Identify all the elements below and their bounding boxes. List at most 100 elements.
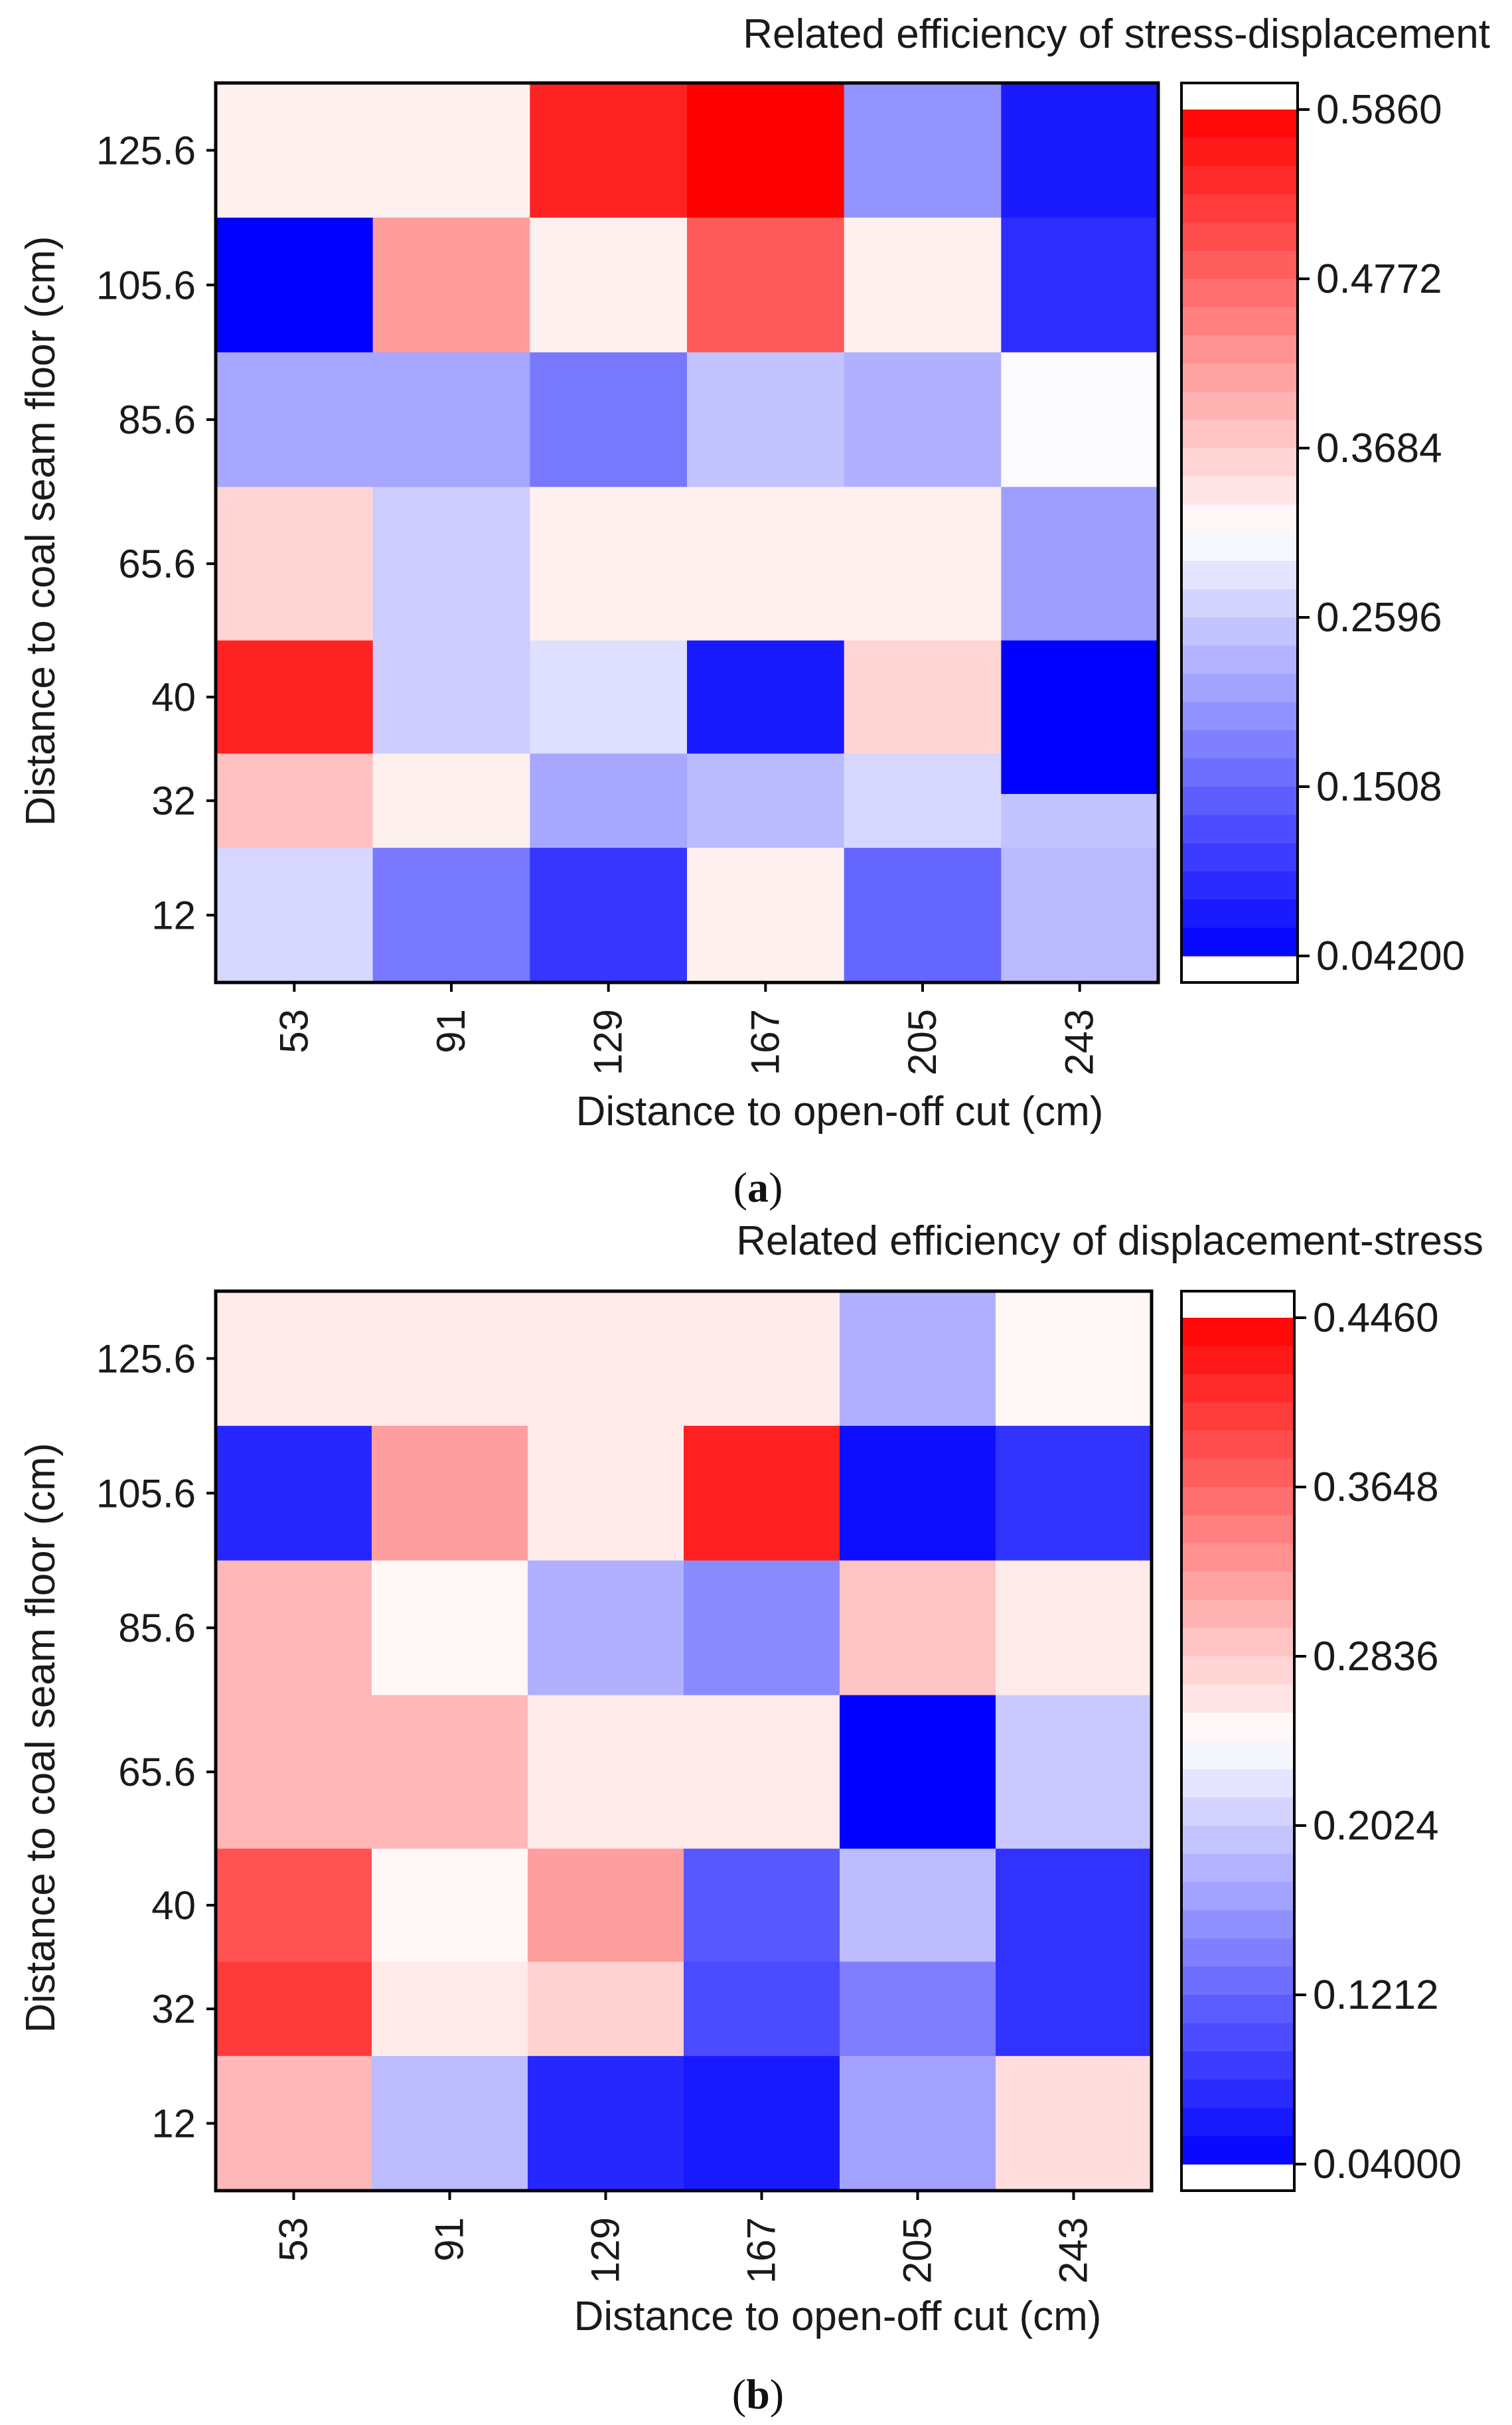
heatmap-cell-b-6-5 [996, 2056, 1152, 2191]
heatmap-cell-a-2-0 [216, 352, 374, 488]
colorbar-swatch [1181, 1995, 1294, 2024]
heatmap-cell-a-0-3 [687, 83, 845, 218]
heatmap-cell-b-0-4 [840, 1291, 996, 1427]
heatmap-cell-b-2-1 [372, 1560, 528, 1696]
heatmap-cell-a-5-3 [687, 753, 845, 795]
colorbar-swatch [1181, 222, 1298, 252]
y-tick-label: 40 [151, 675, 196, 720]
panel-a-x-axis-label: Distance to open-off cut (cm) [576, 1089, 1104, 1134]
heatmap-cell-a-7-0 [216, 848, 374, 983]
heatmap-cell-b-3-3 [684, 1695, 840, 1849]
colorbar-swatch [1181, 1826, 1294, 1855]
panel-a-colorbar: 0.5860 0.4772 0.3684 0.2596 0.1508 0.04200 [1180, 82, 1465, 984]
heatmap-cell-b-2-0 [216, 1560, 372, 1696]
heatmap-cell-a-7-1 [372, 848, 530, 983]
heatmap-cell-b-0-2 [528, 1291, 684, 1427]
heatmap-cell-b-5-5 [996, 1962, 1152, 2057]
panel-b-x-ticks: 53 91 129 167 205 243 [271, 2191, 1096, 2284]
heatmap-cell-b-5-3 [684, 1962, 840, 2057]
heatmap-cell-b-0-1 [372, 1291, 528, 1427]
heatmap-cell-a-3-1 [372, 487, 530, 641]
colorbar-swatch [1181, 674, 1298, 703]
heatmap-cell-b-0-3 [684, 1291, 840, 1427]
colorbar-swatch [1181, 363, 1298, 392]
colorbar-swatch [1181, 1910, 1294, 1939]
colorbar-tick-label: 0.1212 [1313, 1972, 1439, 2018]
colorbar-swatch [1181, 2108, 1294, 2137]
heatmap-cell-a-2-5 [1001, 352, 1159, 488]
colorbar-swatch [1181, 1628, 1294, 1657]
colorbar-frame [1180, 1290, 1296, 2192]
heatmap-cell-a-1-5 [1001, 217, 1159, 353]
colorbar-swatch [1181, 1346, 1294, 1375]
heatmap-cell-a-2-4 [844, 352, 1002, 488]
colorbar-tick-label: 0.2024 [1313, 1803, 1439, 1849]
heatmap-cell-a-3-0 [216, 487, 374, 641]
heatmap-cell-b-3-2 [528, 1695, 684, 1849]
colorbar-swatch [1181, 335, 1298, 364]
colorbar-swatch [1181, 730, 1298, 759]
heatmap-cell-b-5-1 [372, 1962, 528, 2057]
heatmap-cell-b-4-0 [216, 1848, 372, 1962]
heatmap-cell-a-5-4 [844, 753, 1002, 795]
y-tick-label: 125.6 [96, 1336, 196, 1381]
colorbar-swatch [1181, 1487, 1294, 1516]
panel-b-y-axis-label: Distance to coal seam floor (cm) [18, 1443, 64, 2033]
heatmap-cell-a-7-4 [844, 848, 1002, 983]
heatmap-cell-a-6-3 [687, 794, 845, 848]
heatmap-cell-b-3-4 [840, 1695, 996, 1849]
heatmap-cell-a-6-0 [216, 794, 374, 848]
colorbar-tick-label: 0.4460 [1313, 1295, 1439, 1341]
colorbar-swatch [1181, 505, 1298, 534]
colorbar-swatch [1181, 137, 1298, 167]
heatmap-cell-a-6-1 [372, 794, 530, 848]
heatmap-cell-a-7-2 [530, 848, 688, 983]
panel-b-plot-frame [214, 1289, 1154, 2193]
colorbar-swatch [1181, 1402, 1294, 1431]
heatmap-cell-a-3-2 [530, 487, 688, 641]
colorbar-swatch [1181, 561, 1298, 590]
colorbar-swatch [1181, 476, 1298, 505]
y-tick-label: 12 [151, 894, 196, 938]
colorbar-swatch [1181, 900, 1298, 929]
colorbar-swatch [1181, 110, 1298, 139]
colorbar-swatch [1181, 1374, 1294, 1403]
colorbar-swatch [1181, 448, 1298, 477]
heatmap-cell-b-4-1 [372, 1848, 528, 1962]
colorbar-swatch [1181, 1458, 1294, 1488]
colorbar-swatch [1181, 1318, 1294, 1347]
colorbar-swatch [1181, 1600, 1294, 1629]
colorbar-swatch [1181, 1571, 1294, 1601]
panel-b-caption: (b) [732, 2371, 784, 2418]
heatmap-cell-b-5-0 [216, 1962, 372, 2057]
colorbar-swatch [1181, 702, 1298, 731]
panel-a-x-ticks: 53 91 129 167 205 243 [271, 982, 1102, 1075]
colorbar-swatch [1181, 787, 1298, 816]
x-tick-label: 205 [900, 1009, 945, 1075]
heatmap-cell-a-3-3 [687, 487, 845, 641]
heatmap-cell-a-7-5 [1001, 848, 1159, 983]
panel-a-plot-frame [214, 81, 1160, 984]
heatmap-cell-b-1-0 [216, 1425, 372, 1561]
x-tick-label: 53 [271, 1009, 316, 1054]
colorbar-swatch [1181, 2079, 1294, 2108]
panel-a-y-ticks: 125.6 105.6 85.6 65.6 40 32 12 [96, 128, 216, 938]
colorbar-swatch [1181, 589, 1298, 618]
heatmap-cell-a-4-4 [844, 640, 1002, 754]
colorbar-swatch [1181, 1797, 1294, 1826]
heatmap-cell-a-0-2 [530, 83, 688, 218]
colorbar-swatch [1181, 2051, 1294, 2080]
heatmap-cell-a-1-3 [687, 217, 845, 353]
x-tick-label: 167 [739, 2217, 784, 2284]
heatmap-cell-a-4-5 [1001, 640, 1159, 754]
panel-b-y-ticks: 125.6 105.6 85.6 65.6 40 32 12 [96, 1336, 216, 2146]
heatmap-cell-a-0-1 [372, 83, 530, 218]
colorbar-swatch [1181, 1515, 1294, 1544]
y-tick-label: 32 [151, 779, 196, 823]
heatmap-cell-b-1-4 [840, 1425, 996, 1561]
heatmap-cell-a-5-5 [1001, 753, 1159, 795]
colorbar-swatch [1181, 532, 1298, 562]
heatmap-cell-a-3-5 [1001, 487, 1159, 641]
x-tick-label: 129 [586, 1009, 631, 1075]
